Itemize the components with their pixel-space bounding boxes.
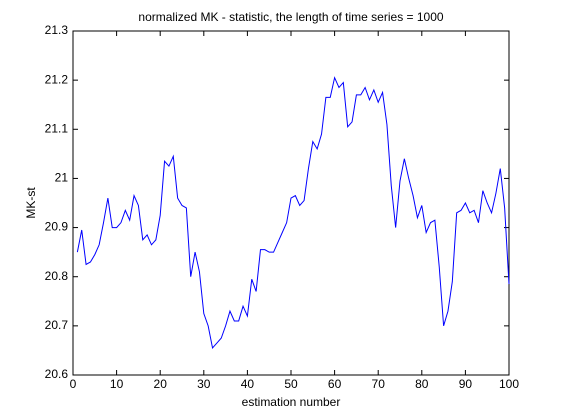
- plot-box: [72, 30, 510, 376]
- x-tick-label: 90: [459, 377, 473, 391]
- x-tick-label: 20: [154, 377, 168, 391]
- y-tick-label: 21.1: [45, 121, 69, 135]
- y-tick-label: 21.2: [45, 72, 69, 86]
- x-tick-label: 60: [328, 377, 342, 391]
- y-axis-label: MK-st: [24, 187, 38, 219]
- x-tick-label: 10: [110, 377, 124, 391]
- y-tick-label: 20.6: [45, 367, 69, 381]
- x-tick-label: 80: [415, 377, 429, 391]
- x-axis-label: estimation number: [242, 395, 341, 409]
- y-tick-label: 21: [55, 171, 69, 185]
- x-tick-label: 0: [70, 377, 77, 391]
- y-tick-label: 21.3: [45, 23, 69, 37]
- x-tick-label: 30: [197, 377, 211, 391]
- x-tick-label: 70: [372, 377, 386, 391]
- x-tick-label: 40: [241, 377, 255, 391]
- data-line: [76, 76, 510, 350]
- y-tick-label: 20.8: [45, 269, 69, 283]
- x-tick-label: 100: [499, 377, 519, 391]
- y-tick-label: 20.7: [45, 318, 69, 332]
- x-tick-label: 50: [284, 377, 298, 391]
- chart-title: normalized MK - statistic, the length of…: [138, 10, 443, 24]
- y-tick-label: 20.9: [45, 220, 69, 234]
